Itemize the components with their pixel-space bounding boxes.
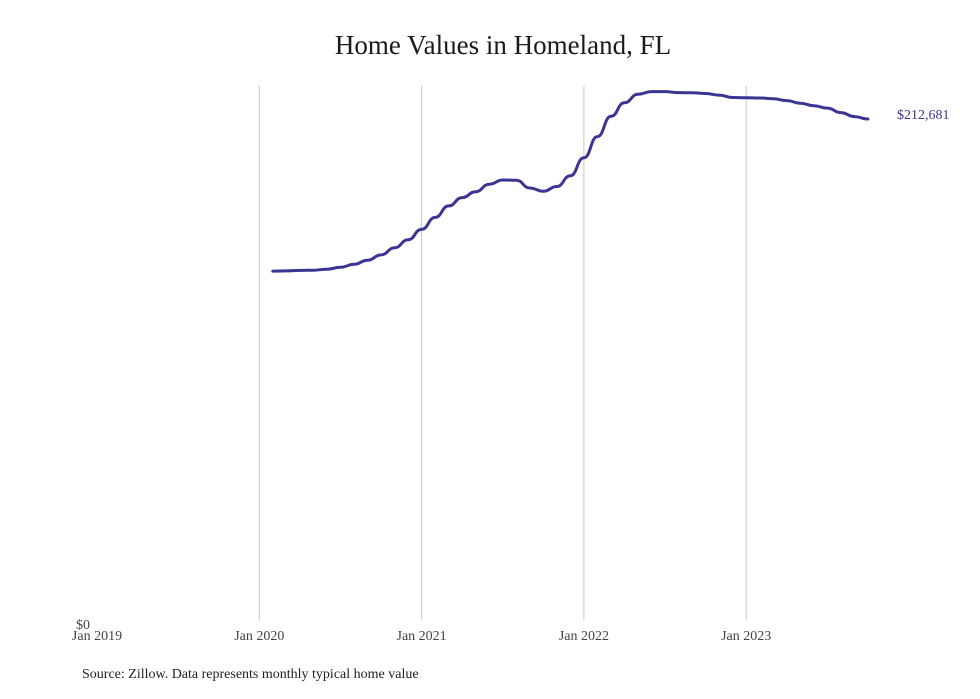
x-tick-label: Jan 2023 — [721, 629, 771, 644]
x-axis-ticks: Jan 2019 Jan 2020 Jan 2021 Jan 2022 Jan 2023 — [72, 629, 771, 644]
x-tick-label: Jan 2019 — [72, 629, 122, 644]
gridlines — [258, 86, 747, 620]
chart-title: Home Values in Homeland, FL — [334, 30, 672, 60]
x-tick-label: Jan 2022 — [559, 629, 609, 644]
end-value-label: $212,681 — [897, 108, 950, 123]
x-tick-label: Jan 2021 — [397, 629, 447, 644]
home-value-line — [271, 90, 870, 273]
x-tick-label: Jan 2020 — [234, 629, 284, 644]
source-note: Source: Zillow. Data represents monthly … — [82, 667, 419, 682]
y-axis-zero-label: $0 — [76, 618, 90, 633]
